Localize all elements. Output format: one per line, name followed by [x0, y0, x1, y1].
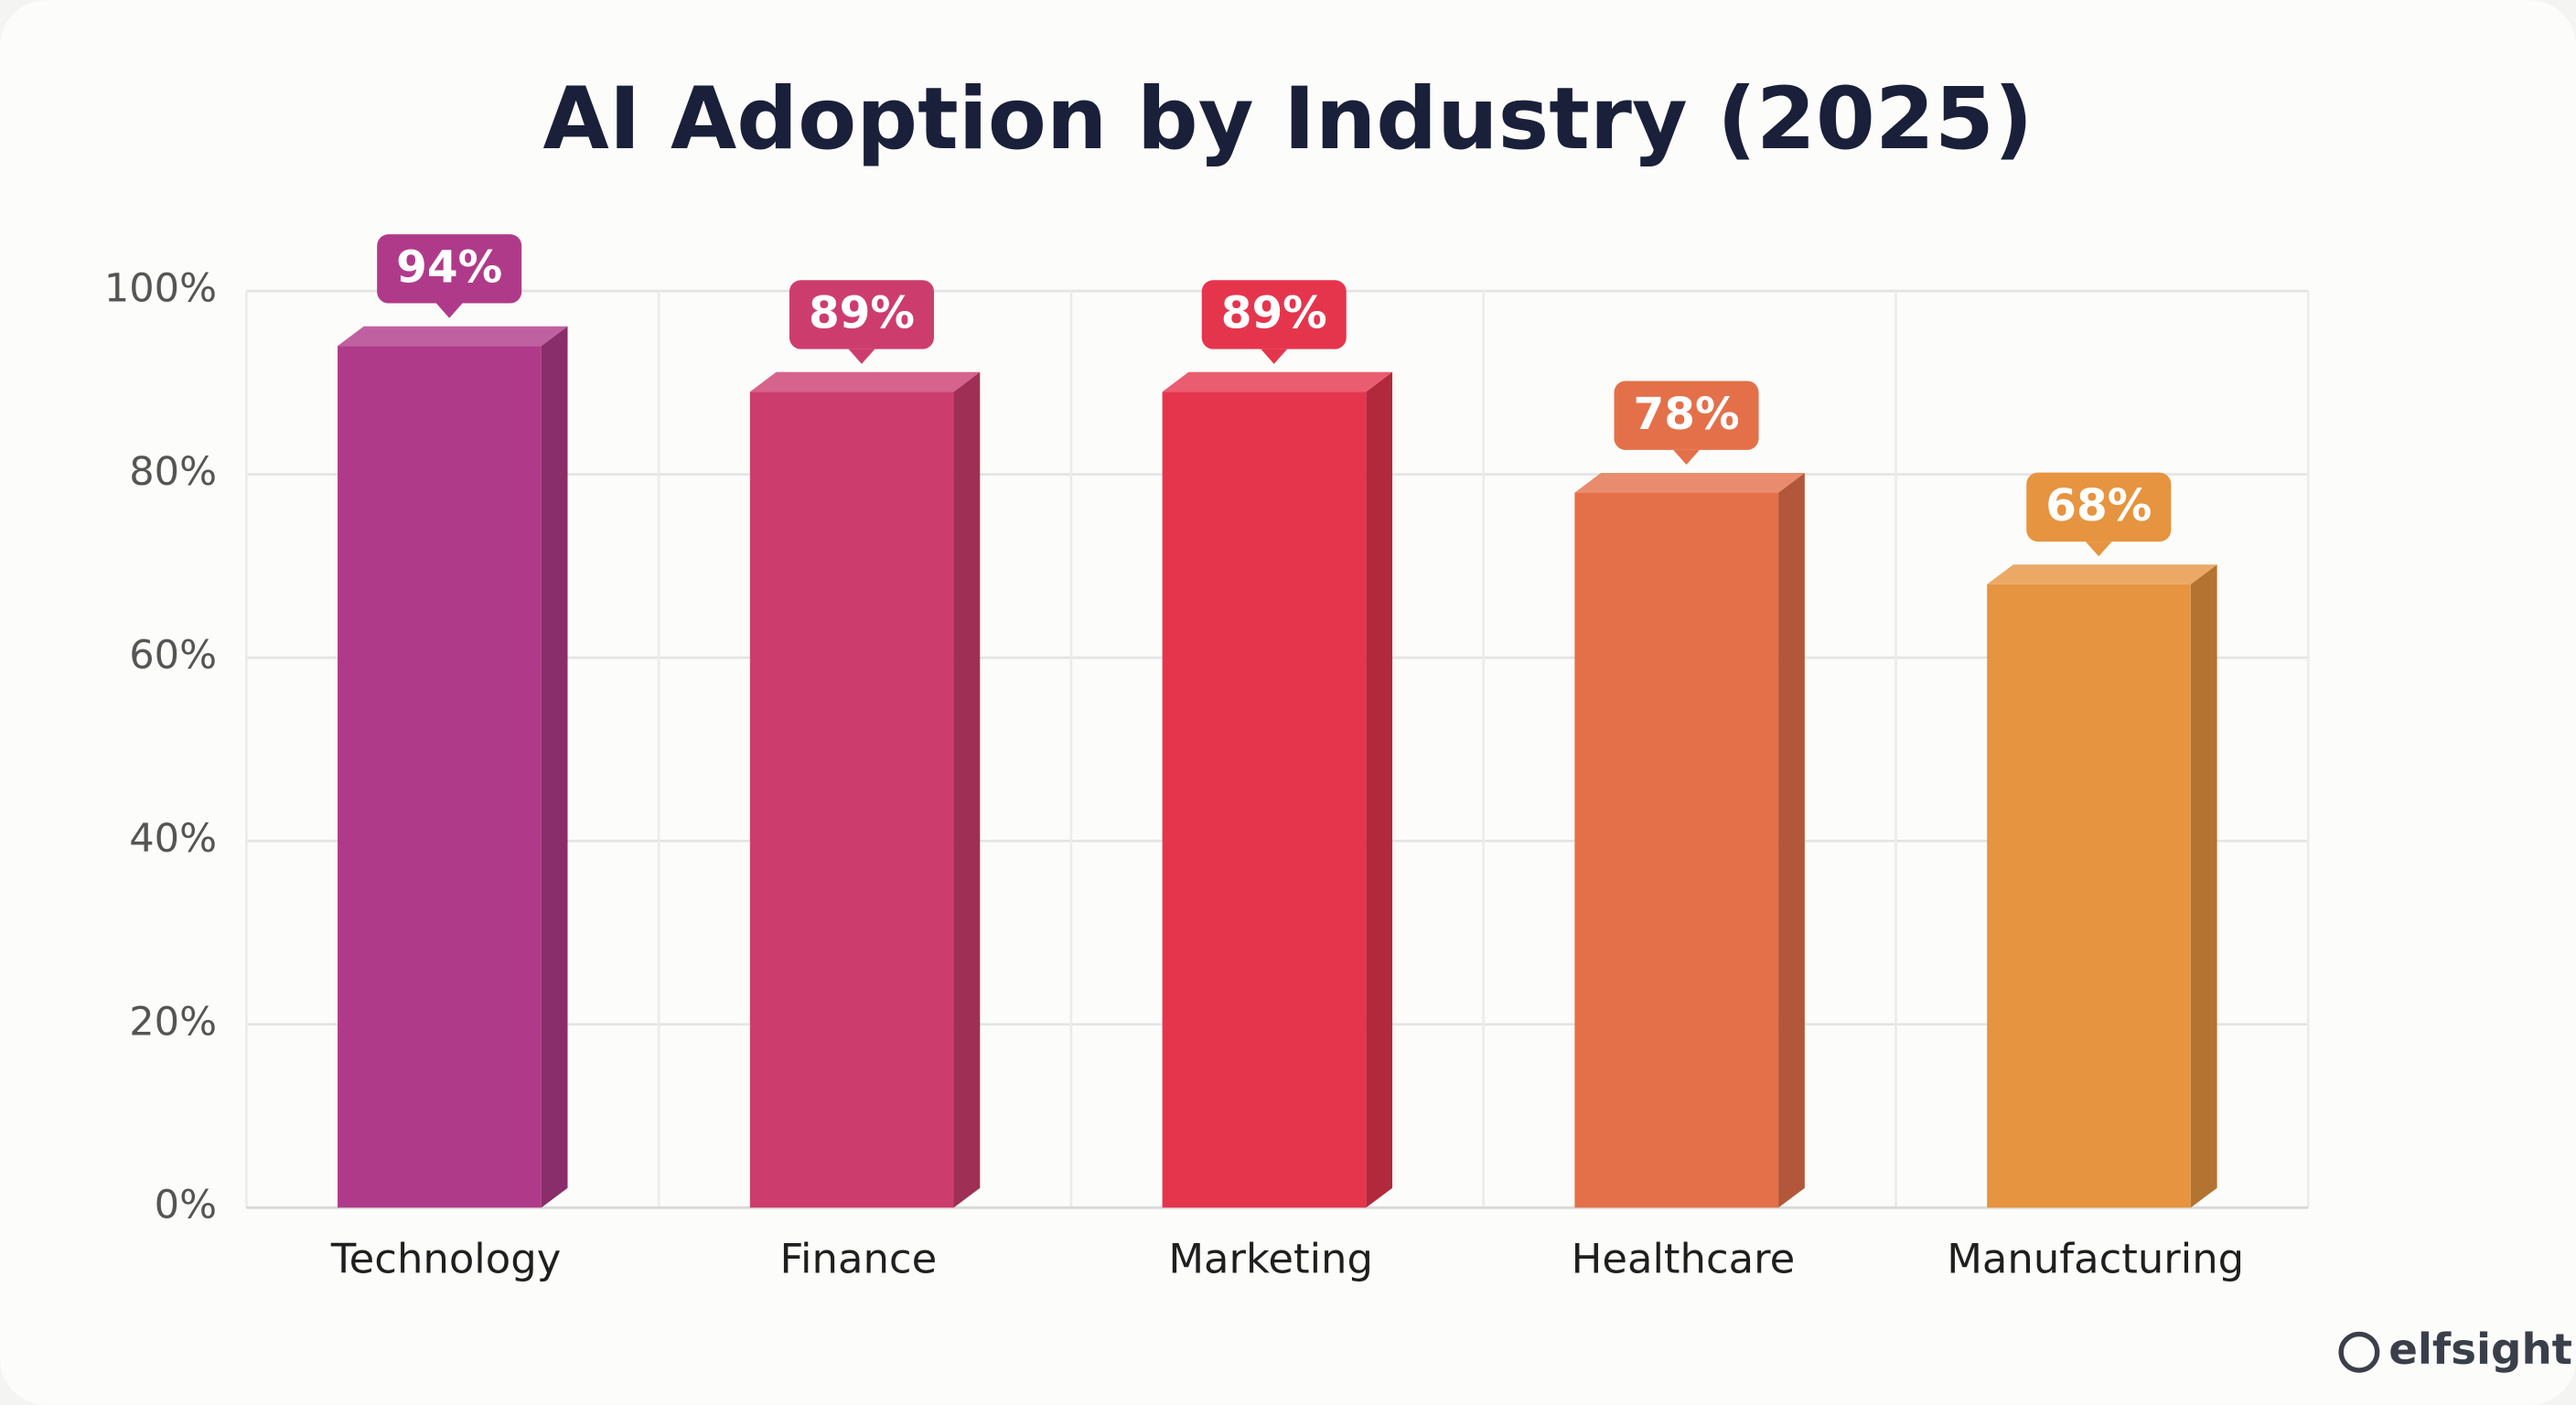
value-label-pointer: [2085, 542, 2112, 557]
value-label: 89%: [1221, 288, 1327, 339]
bar-top: [1162, 371, 1393, 392]
y-tick-label: 40%: [129, 816, 217, 862]
bar: [1987, 584, 2191, 1208]
y-tick-label: 0%: [155, 1183, 217, 1228]
bar-top-shade: [1162, 371, 1393, 392]
bar: [1162, 391, 1367, 1208]
chart-title: AI Adoption by Industry (2025): [542, 70, 2033, 169]
value-label-bg: [377, 234, 522, 304]
value-label-bg: [1614, 381, 1759, 450]
bar-top: [749, 371, 981, 392]
bar-side: [1778, 473, 1805, 1208]
bar-top-shade: [749, 371, 981, 392]
bar-side-shade: [1778, 473, 1805, 1208]
value-label: 89%: [809, 288, 915, 339]
value-label: 78%: [1634, 389, 1740, 440]
x-tick-label: Technology: [330, 1235, 561, 1283]
watermark: elfsight: [2388, 1325, 2572, 1375]
value-label: 94%: [396, 242, 502, 294]
x-tick-label: Healthcare: [1572, 1235, 1796, 1283]
y-tick-label: 20%: [129, 999, 217, 1045]
bar-top: [1987, 564, 2217, 585]
value-label-pointer: [848, 349, 875, 364]
bar-side: [953, 371, 981, 1208]
bar-side-shade: [953, 371, 981, 1208]
value-label-bg: [1201, 280, 1347, 349]
x-tick-label: Marketing: [1168, 1235, 1373, 1283]
value-label-pointer: [435, 303, 463, 318]
y-tick-label: 100%: [104, 266, 217, 312]
bar-side-shade: [1366, 371, 1393, 1208]
value-label-bg: [789, 280, 934, 349]
bar: [749, 391, 954, 1208]
bar-top-shade: [338, 326, 568, 347]
value-label-pointer: [1261, 349, 1288, 364]
bar-side-shade: [541, 326, 568, 1208]
bar-top-shade: [1574, 473, 1805, 493]
bar: [1574, 492, 1779, 1208]
value-label-pointer: [1673, 449, 1700, 466]
y-tick-label: 60%: [129, 632, 217, 678]
bar: [338, 346, 542, 1208]
value-label: 68%: [2045, 480, 2152, 531]
logo-icon: [2338, 1331, 2380, 1373]
bar-top-shade: [1987, 564, 2217, 585]
bar-side-shade: [2190, 564, 2217, 1208]
bar-side: [1366, 371, 1393, 1208]
x-tick-label: Finance: [780, 1235, 938, 1283]
watermark-logo: [2338, 1331, 2380, 1373]
bar-top: [338, 326, 568, 347]
bar-side: [541, 326, 568, 1208]
value-label-bg: [2026, 472, 2172, 542]
bar-side: [2190, 564, 2217, 1208]
bar-top: [1574, 473, 1805, 493]
y-tick-label: 80%: [129, 449, 217, 495]
x-tick-label: Manufacturing: [1947, 1235, 2244, 1283]
